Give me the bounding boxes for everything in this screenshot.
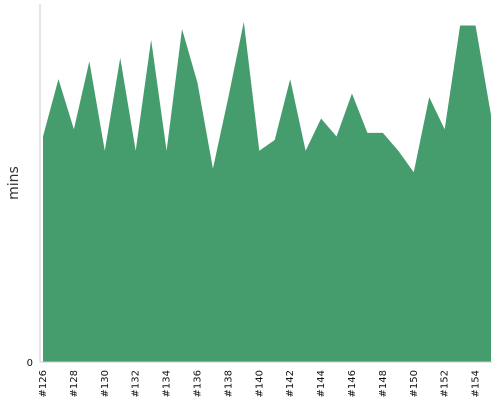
area-layer	[43, 21, 491, 363]
x-tick-label-130: #130	[100, 370, 111, 397]
x-tick-label-136: #136	[192, 370, 203, 397]
x-tick-label-128: #128	[69, 370, 80, 397]
x-tick-label-148: #148	[378, 370, 389, 397]
x-tick-label-132: #132	[131, 370, 142, 397]
x-tick-label-150: #150	[409, 370, 420, 397]
x-tick-label-140: #140	[254, 370, 265, 397]
x-tick-labels: #126 #128 #130 #132 #134 #136 #138 #140 #142 #144…	[38, 370, 482, 397]
y-axis-label: mins	[6, 166, 22, 200]
x-tick-label-126: #126	[38, 370, 49, 397]
x-tick-label-146: #146	[347, 370, 358, 397]
area-series	[43, 21, 491, 363]
x-tick-label-142: #142	[285, 370, 296, 397]
x-tick-label-154: #154	[471, 370, 482, 397]
x-tick-label-152: #152	[440, 370, 451, 397]
x-tick-label-134: #134	[162, 370, 173, 397]
x-tick-label-144: #144	[316, 370, 327, 397]
y-tick-label-0: 0	[27, 358, 33, 369]
x-tick-label-138: #138	[223, 370, 234, 397]
